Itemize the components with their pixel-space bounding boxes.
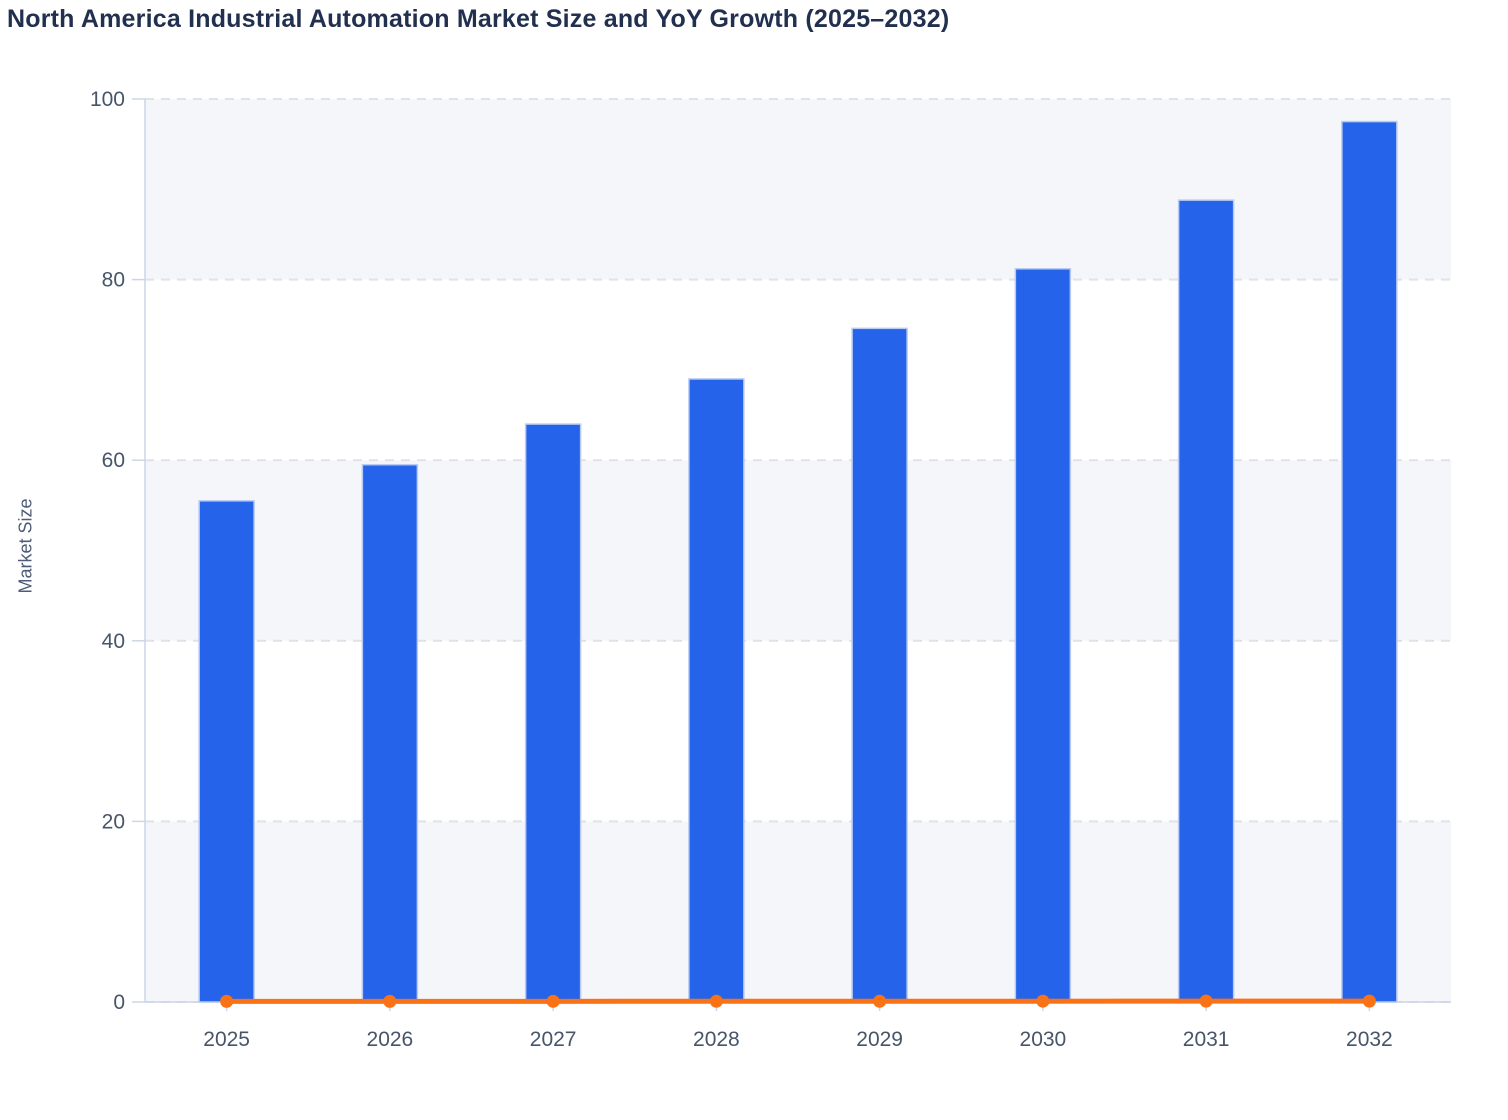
plot-band <box>145 460 1451 641</box>
yoy-marker-2029[interactable] <box>873 994 887 1008</box>
plot-band <box>145 279 1451 461</box>
x-tick-label-2031: 2031 <box>1183 1028 1230 1051</box>
x-tick-label-2029: 2029 <box>856 1028 903 1051</box>
bar-2025[interactable] <box>198 500 255 1003</box>
bar-2032[interactable] <box>1341 120 1398 1003</box>
chart-title: North America Industrial Automation Mark… <box>7 5 950 33</box>
bar-2031[interactable] <box>1177 199 1235 1003</box>
bar-2026[interactable] <box>361 463 419 1003</box>
bar-2029[interactable] <box>851 327 908 1003</box>
yoy-marker-2028[interactable] <box>709 994 723 1008</box>
y-tick-label: 80 <box>102 269 125 292</box>
y-tick-label: 40 <box>102 630 125 653</box>
bar-2027[interactable] <box>524 423 582 1003</box>
yoy-marker-2027[interactable] <box>546 994 560 1008</box>
yoy-marker-2026[interactable] <box>383 994 397 1008</box>
x-tick-label-2032: 2032 <box>1346 1028 1393 1051</box>
y-tick-label: 20 <box>102 810 125 833</box>
yoy-marker-2030[interactable] <box>1036 994 1050 1008</box>
y-tick-label: 60 <box>102 449 125 472</box>
x-tick-label-2028: 2028 <box>693 1028 740 1051</box>
bar-2028[interactable] <box>688 378 745 1003</box>
x-tick-label-2025: 2025 <box>203 1028 250 1051</box>
x-tick-label-2026: 2026 <box>367 1028 414 1051</box>
plot-band <box>145 640 1451 822</box>
yoy-marker-2025[interactable] <box>220 994 234 1008</box>
plot-band <box>145 821 1451 1002</box>
x-tick-label-2027: 2027 <box>530 1028 577 1051</box>
plot-band <box>145 99 1451 280</box>
y-tick-label: 100 <box>90 88 125 111</box>
y-tick-label: 0 <box>113 991 125 1014</box>
yoy-marker-2032[interactable] <box>1362 994 1376 1008</box>
bar-2030[interactable] <box>1014 268 1072 1003</box>
yoy-marker-2031[interactable] <box>1199 994 1213 1008</box>
x-tick-label-2030: 2030 <box>1020 1028 1067 1051</box>
